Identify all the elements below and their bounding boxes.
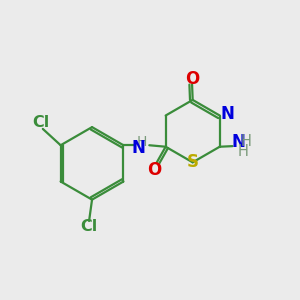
Text: H: H	[238, 144, 249, 159]
Text: H: H	[137, 135, 147, 149]
Text: Cl: Cl	[33, 115, 50, 130]
Text: O: O	[147, 160, 161, 178]
Text: N: N	[232, 133, 246, 151]
Text: S: S	[187, 153, 199, 171]
Text: H: H	[240, 134, 251, 149]
Text: O: O	[185, 70, 199, 88]
Text: Cl: Cl	[80, 220, 97, 235]
Text: N: N	[220, 105, 234, 123]
Text: N: N	[131, 139, 145, 157]
